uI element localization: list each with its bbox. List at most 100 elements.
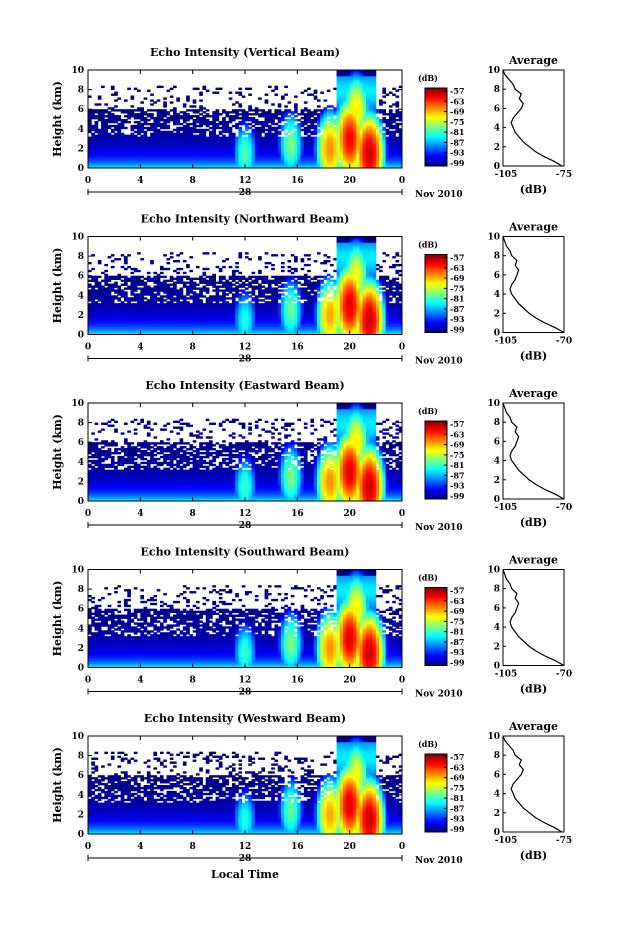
heatmap-cell (300, 258, 305, 261)
heatmap-cell (156, 303, 161, 306)
heatmap-cell (97, 138, 102, 141)
heatmap-cell (297, 146, 301, 149)
heatmap-cell (267, 164, 272, 167)
heatmap-cell (330, 158, 334, 161)
heatmap-cell (264, 144, 269, 147)
heatmap-cell (339, 122, 344, 126)
heatmap-cell (280, 142, 285, 145)
heatmap-cell (375, 132, 380, 136)
heatmap-cell (287, 154, 292, 157)
heatmap-cell (104, 166, 109, 169)
heatmap-cell (140, 295, 144, 298)
heatmap-cell (313, 117, 318, 120)
heatmap-cell (146, 152, 151, 155)
heatmap-cell (173, 136, 177, 139)
heatmap-cell (225, 162, 230, 165)
heatmap-cell (398, 113, 403, 116)
heatmap-cell (169, 162, 174, 165)
heatmap-cell (97, 297, 102, 300)
heatmap-cell (114, 105, 118, 108)
heatmap-cell (330, 136, 334, 139)
heatmap-cell (339, 89, 344, 92)
heatmap-cell (107, 160, 112, 163)
heatmap-cell (104, 332, 109, 335)
heatmap-cell (110, 297, 115, 300)
heatmap-cell (228, 134, 233, 138)
heatmap-cell (336, 134, 341, 138)
heatmap-cell (316, 124, 321, 128)
colorbar-segment (425, 107, 447, 110)
heatmap-cell (104, 126, 109, 130)
heatmap-cell (323, 124, 328, 128)
heatmap-cell (166, 138, 171, 141)
heatmap-cell (97, 134, 102, 138)
heatmap-cell (159, 132, 164, 136)
heatmap-cell (182, 115, 187, 118)
heatmap-cell (271, 115, 275, 118)
heatmap-cell (130, 326, 135, 330)
heatmap-cell (313, 140, 318, 143)
heatmap-cell (366, 146, 370, 149)
heatmap-cell (339, 87, 344, 90)
panel-title: Echo Intensity (Vertical Beam) (150, 46, 340, 59)
heatmap-cell (271, 279, 275, 282)
heatmap-cell (352, 107, 357, 110)
heatmap-cell (316, 105, 321, 108)
heatmap-cell (123, 164, 128, 167)
heatmap-cell (271, 154, 275, 157)
heatmap-cell (225, 120, 230, 124)
heatmap-cell (166, 111, 171, 114)
heatmap-cell (362, 73, 367, 77)
heatmap-cell (133, 130, 138, 134)
heatmap-cell (225, 113, 230, 116)
heatmap-cell (215, 160, 220, 163)
heatmap-cell (107, 297, 112, 300)
heatmap-cell (140, 124, 144, 128)
heatmap-cell (186, 154, 190, 157)
heatmap-cell (307, 128, 311, 132)
heatmap-cell (359, 99, 364, 102)
heatmap-cell (271, 89, 275, 92)
heatmap-cell (300, 124, 305, 128)
heatmap-cell (88, 330, 92, 333)
heatmap-cell (173, 260, 177, 263)
heatmap-cell (366, 101, 370, 104)
heatmap-cell (153, 117, 158, 120)
heatmap-cell (316, 120, 321, 124)
heatmap-cell (123, 166, 128, 169)
heatmap-cell (179, 142, 184, 145)
heatmap-cell (274, 160, 279, 163)
heatmap-cell (310, 154, 315, 157)
heatmap-cell (264, 150, 269, 153)
heatmap-cell (104, 279, 109, 282)
heatmap-cell (88, 326, 92, 330)
heatmap-cell (159, 119, 164, 122)
heatmap-cell (372, 83, 377, 87)
heatmap-cell (307, 162, 311, 165)
heatmap-cell (91, 275, 95, 279)
heatmap-cell (176, 144, 180, 147)
heatmap-cell (336, 140, 341, 143)
heatmap-cell (123, 309, 128, 312)
heatmap-cell (101, 330, 105, 333)
heatmap-cell (287, 156, 292, 159)
heatmap-cell (372, 132, 377, 136)
heatmap-cell (176, 254, 180, 257)
heatmap-cell (241, 130, 246, 134)
heatmap-cell (88, 309, 92, 312)
heatmap-cell (388, 150, 393, 153)
heatmap-cell (123, 291, 128, 294)
heatmap-cell (287, 124, 292, 128)
heatmap-cell (117, 310, 122, 314)
heatmap-cell (212, 154, 216, 157)
heatmap-cell (209, 164, 213, 167)
heatmap-cell (366, 89, 370, 92)
heatmap-cell (173, 111, 177, 114)
heatmap-cell (264, 146, 269, 149)
heatmap-cell (271, 287, 275, 290)
heatmap-cell (146, 126, 151, 130)
heatmap-cell (362, 75, 367, 79)
heatmap-cell (137, 287, 141, 290)
heatmap-cell (88, 148, 92, 151)
heatmap-cell (326, 148, 331, 151)
